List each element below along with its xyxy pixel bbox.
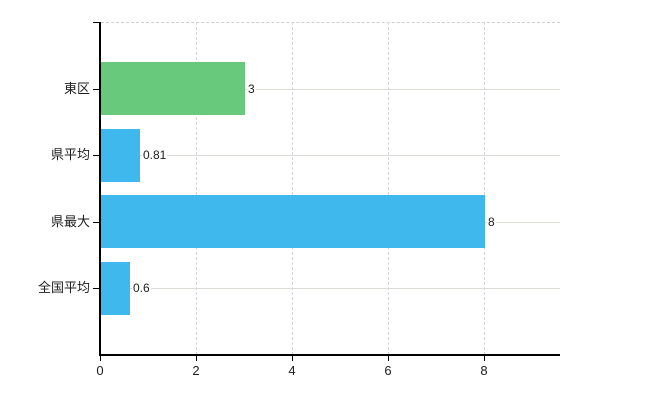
vertical-gridline <box>484 22 485 355</box>
x-tick-label: 2 <box>192 363 200 378</box>
category-label: 県平均 <box>50 147 90 162</box>
plot-top-border <box>101 22 560 23</box>
bar-value-label: 0.6 <box>132 280 151 296</box>
y-tick <box>93 89 99 90</box>
vertical-gridline <box>388 22 389 355</box>
category-label: 東区 <box>63 81 90 96</box>
y-tick <box>93 22 99 23</box>
chart-bar <box>101 262 130 315</box>
y-axis-line <box>99 22 101 355</box>
x-tick <box>100 356 101 361</box>
x-axis-line <box>99 354 560 356</box>
x-tick <box>292 356 293 361</box>
y-tick <box>93 155 99 156</box>
category-label: 全国平均 <box>37 280 90 295</box>
vertical-gridline <box>292 22 293 355</box>
x-tick-label: 8 <box>480 363 488 378</box>
vertical-gridline <box>196 22 197 355</box>
y-tick <box>93 288 99 289</box>
category-label: 県最大 <box>50 214 90 229</box>
x-tick <box>484 356 485 361</box>
horizontal-gridline <box>101 155 560 156</box>
chart-bar <box>101 195 485 248</box>
x-tick-label: 4 <box>288 363 296 378</box>
bar-value-label: 0.81 <box>142 147 168 163</box>
x-tick <box>196 356 197 361</box>
chart-bar <box>101 62 245 115</box>
horizontal-gridline <box>101 89 560 90</box>
chart-bar <box>101 129 140 182</box>
y-tick <box>93 222 99 223</box>
bar-value-label: 3 <box>247 81 256 97</box>
bar-value-label: 8 <box>487 214 496 230</box>
x-tick-label: 6 <box>384 363 392 378</box>
x-tick <box>388 356 389 361</box>
x-tick-label: 0 <box>96 363 104 378</box>
horizontal-gridline <box>101 288 560 289</box>
